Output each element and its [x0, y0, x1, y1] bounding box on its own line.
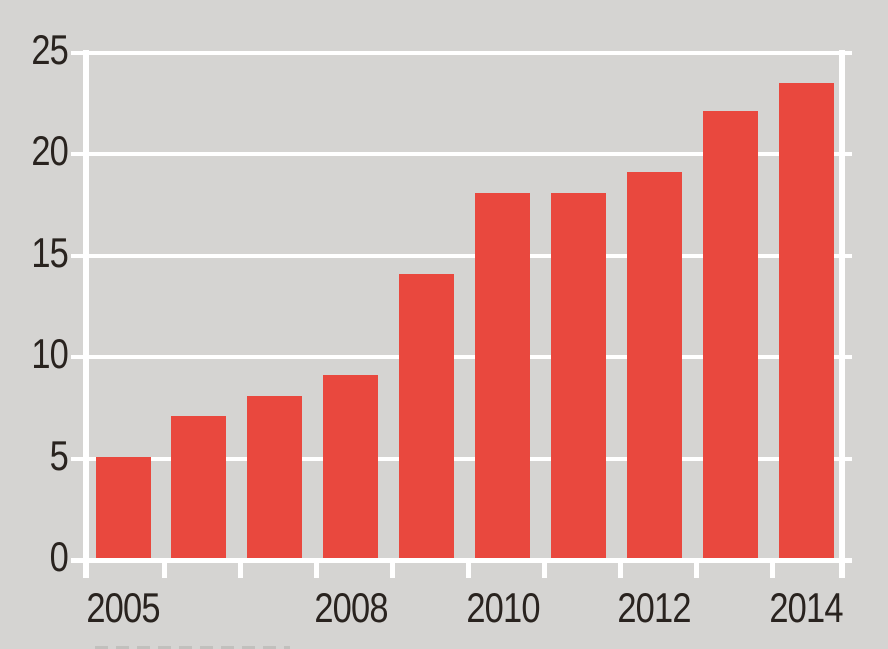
bar-2010 — [475, 192, 530, 558]
bar-2011 — [550, 192, 606, 558]
bar-2007 — [247, 395, 303, 558]
y-axis-tick-label: 10 — [31, 330, 68, 377]
x-axis-tick — [769, 560, 775, 578]
bar-2009 — [399, 273, 455, 558]
cutoff-text-remnant — [95, 646, 290, 649]
gridline-15 — [71, 253, 852, 258]
bar-2014 — [778, 82, 834, 558]
x-axis-tick — [541, 560, 547, 578]
bar-2006 — [171, 415, 227, 558]
gridline-20 — [71, 152, 852, 156]
x-axis-tick-label: 2012 — [617, 584, 692, 631]
x-axis-tick-label: 2005 — [86, 584, 160, 631]
x-axis-tick — [390, 560, 396, 578]
x-axis-baseline — [71, 558, 852, 563]
x-axis-tick — [238, 560, 244, 578]
x-axis-tick — [314, 560, 320, 578]
gridline-10 — [71, 355, 852, 359]
plot-right-border-line — [839, 50, 845, 578]
y-axis-line — [83, 50, 89, 578]
x-axis-tick — [617, 560, 623, 578]
y-axis-tick-label: 0 — [49, 533, 69, 580]
x-axis-tick-label: 2014 — [769, 584, 843, 631]
gridline-5 — [71, 456, 852, 461]
x-axis-tick — [693, 560, 699, 578]
x-axis-tick — [466, 560, 471, 578]
x-axis-tick-label: 2008 — [314, 584, 388, 631]
bar-2013 — [702, 111, 758, 558]
y-axis-tick-label: 20 — [31, 127, 68, 174]
bar-2005 — [95, 456, 151, 558]
gridline-25 — [71, 50, 852, 55]
y-axis-tick-label: 15 — [31, 228, 68, 276]
bar-2012 — [626, 172, 682, 558]
bar-2008 — [323, 375, 379, 558]
y-axis-tick-label: 5 — [49, 431, 69, 479]
x-axis-tick-label: 2010 — [465, 584, 540, 631]
y-axis-tick-label: 25 — [31, 25, 68, 73]
x-axis-tick — [162, 560, 168, 578]
